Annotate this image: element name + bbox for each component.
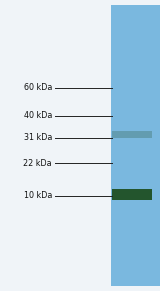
Bar (112, 189, 152, 200)
Bar (111, 5, 160, 286)
Text: 31 kDa: 31 kDa (24, 134, 52, 143)
Text: 10 kDa: 10 kDa (24, 191, 52, 200)
Text: 60 kDa: 60 kDa (24, 84, 52, 93)
Text: 40 kDa: 40 kDa (24, 111, 52, 120)
Bar (112, 130, 152, 138)
Text: 22 kDa: 22 kDa (23, 159, 52, 168)
